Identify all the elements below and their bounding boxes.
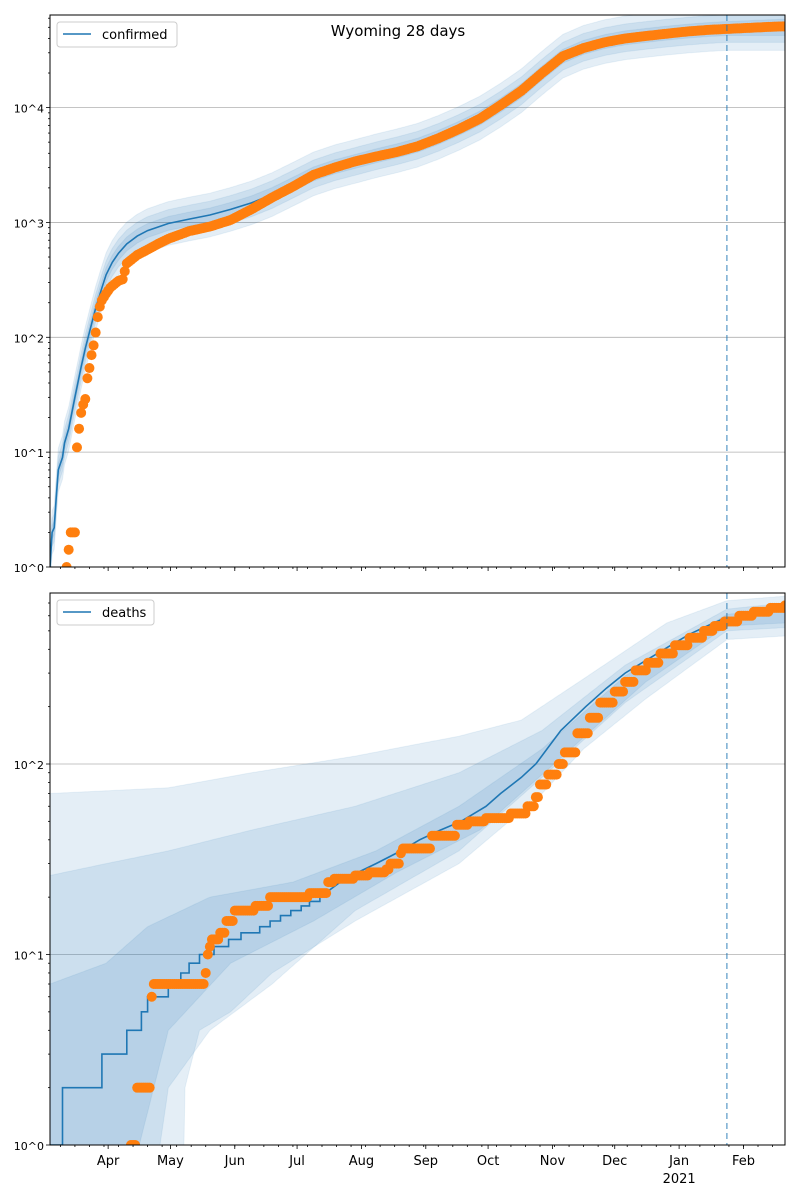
observed-point: [219, 927, 230, 938]
observed-point: [449, 830, 460, 841]
observed-point: [76, 407, 87, 418]
y-tick-label: 10^1: [14, 949, 44, 962]
legend-label: deaths: [102, 606, 147, 621]
uncertainty-band-mid: [50, 602, 785, 1145]
deaths-panel: 10^0 10^1 10^2 Apr May Jun Jul Aug Sep Oct Nov Dec J…: [14, 592, 786, 1187]
observed-point: [653, 657, 664, 668]
observed-point: [71, 442, 82, 453]
x-tick-label: Jul: [288, 1154, 305, 1169]
observed-point: [570, 747, 581, 758]
observed-point: [541, 779, 552, 790]
observed-point: [69, 527, 80, 538]
observed-point: [119, 266, 130, 277]
observed-point: [780, 600, 785, 611]
observed-point: [202, 949, 213, 960]
legend-box: [56, 21, 178, 48]
observed-point: [424, 843, 435, 854]
observed-point: [200, 967, 211, 978]
uncertainty-band-inner: [50, 18, 785, 567]
x-tick-label: Nov: [540, 1154, 566, 1169]
axes-frame: [49, 592, 786, 1146]
y-tick-label: 10^1: [14, 447, 44, 460]
y-tick-label: 10^4: [14, 103, 44, 116]
observed-point: [593, 712, 604, 723]
observed-point: [557, 758, 568, 769]
y-tick-label: 10^2: [14, 759, 44, 772]
uncertainty-band-outer: [50, 15, 785, 567]
observed-point: [86, 350, 97, 361]
observed-point: [63, 544, 74, 555]
x-tick-label: Jan: [668, 1154, 689, 1169]
observed-point: [82, 373, 93, 384]
observed-point: [130, 1140, 141, 1145]
observed-point: [628, 676, 639, 687]
legend: confirmed: [56, 21, 178, 48]
uncertainty-band-mid: [50, 15, 785, 567]
observed-point: [618, 686, 629, 697]
y-tick-label: 10^0: [14, 1140, 44, 1153]
observed-point: [88, 340, 99, 351]
observed-point: [640, 665, 651, 676]
observed-point: [92, 312, 103, 323]
x-tick-label: May: [157, 1154, 184, 1169]
y-tick-label: 10^3: [14, 217, 44, 230]
observed-point: [144, 1082, 155, 1093]
uncertainty-band-outer: [50, 595, 785, 1145]
observed-point: [528, 801, 539, 812]
observed-point: [227, 915, 238, 926]
legend-box: [56, 599, 155, 626]
observed-point: [84, 363, 95, 374]
observed-point: [80, 394, 91, 405]
x-tick-label: Dec: [602, 1154, 627, 1169]
chart-title: Wyoming 28 days: [331, 22, 466, 40]
plot-area: [50, 593, 785, 1145]
observed-point: [74, 423, 85, 434]
observed-point: [667, 648, 678, 659]
x-tick-label: Oct: [477, 1154, 499, 1169]
x-tick-label: Sep: [414, 1154, 439, 1169]
x-tick-sublabel: 2021: [663, 1172, 696, 1187]
model-line: [50, 616, 728, 1145]
observed-point: [682, 640, 693, 651]
x-tick-label: Jun: [224, 1154, 245, 1169]
observed-point: [582, 728, 593, 739]
model-line: [50, 27, 727, 567]
observed-point: [90, 327, 101, 338]
observed-point: [198, 979, 209, 990]
uncertainty-band-inner: [50, 607, 785, 1145]
legend: deaths: [56, 599, 155, 626]
observed-point: [321, 888, 332, 899]
observed-point: [263, 900, 274, 911]
plot-area: [50, 15, 785, 567]
observed-point: [61, 562, 72, 567]
observed-point: [551, 769, 562, 780]
y-tick-label: 10^0: [14, 562, 44, 575]
axes-frame: [49, 14, 786, 568]
y-tick-label: 10^2: [14, 332, 44, 345]
x-tick-label: Apr: [97, 1154, 120, 1169]
observed-point: [117, 274, 128, 285]
observed-point: [607, 697, 618, 708]
legend-label: confirmed: [102, 28, 168, 43]
observed-point: [780, 21, 785, 32]
observed-point: [393, 858, 404, 869]
x-tick-label: Feb: [732, 1154, 755, 1169]
observed-point: [146, 991, 157, 1002]
observed-point: [532, 792, 543, 803]
confirmed-panel: 10^0 10^1 10^2 10^3 10^4 Wyoming 28 days confi…: [14, 14, 786, 575]
x-tick-label: Aug: [349, 1154, 374, 1169]
